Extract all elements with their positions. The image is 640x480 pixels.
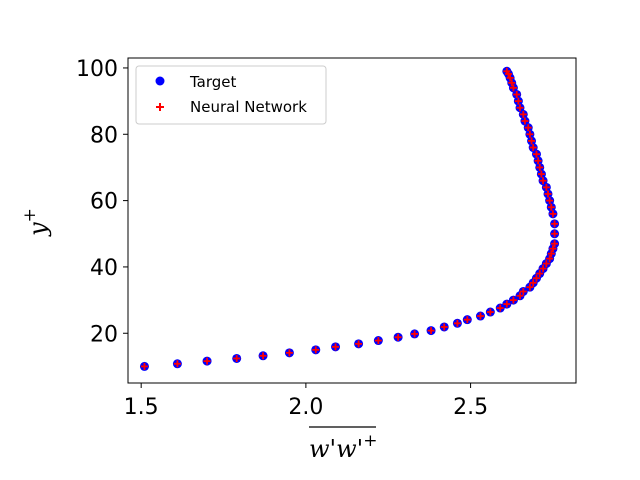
neural-network-point xyxy=(532,150,540,158)
neural-network-point xyxy=(549,245,557,253)
neural-network-point xyxy=(427,327,435,335)
neural-network-point xyxy=(519,287,527,295)
x-axis-label-text: w'w'+ xyxy=(309,431,378,463)
y-tick-label: 60 xyxy=(90,190,118,215)
axis-label-superscript: + xyxy=(363,431,377,451)
neural-network-point xyxy=(546,255,554,263)
y-tick-label: 80 xyxy=(90,123,118,148)
y-axis-ticks: 20 40 60 80 100 xyxy=(76,57,128,347)
neural-network-point xyxy=(355,340,363,348)
neural-network-point xyxy=(285,349,293,357)
neural-network-point xyxy=(544,190,552,198)
neural-network-point xyxy=(537,170,545,178)
neural-network-point xyxy=(524,124,532,132)
neural-network-point xyxy=(519,110,527,118)
neural-network-point xyxy=(551,220,559,228)
neural-network-point xyxy=(551,230,559,238)
neural-network-point xyxy=(374,337,382,345)
legend-label-target: Target xyxy=(189,73,237,91)
neural-network-point xyxy=(547,203,555,211)
neural-network-point xyxy=(514,97,522,105)
neural-network-point xyxy=(549,210,557,218)
neural-network-point xyxy=(534,157,542,165)
legend-marker-neural-network xyxy=(156,103,164,111)
neural-network-point xyxy=(312,346,320,354)
neural-network-point xyxy=(513,90,521,98)
neural-network-point xyxy=(503,67,511,75)
neural-network-point xyxy=(526,130,534,138)
neural-network-point xyxy=(516,292,524,300)
neural-network-point xyxy=(332,343,340,351)
plot-marks xyxy=(139,66,560,371)
x-tick-label: 2.0 xyxy=(288,395,323,420)
neural-network-point xyxy=(509,296,517,304)
neural-network-point xyxy=(140,362,148,370)
neural-network-point xyxy=(203,357,211,365)
neural-network-point xyxy=(440,323,448,331)
neural-network-point xyxy=(233,354,241,362)
neural-network-point xyxy=(486,308,494,316)
plot-frame xyxy=(127,57,577,384)
neural-network-point xyxy=(508,79,516,87)
neural-network-point xyxy=(536,163,544,171)
neural-network-point xyxy=(453,319,461,327)
legend: Target Neural Network xyxy=(135,65,327,125)
neural-network-point xyxy=(173,360,181,368)
x-tick-label: 1.5 xyxy=(124,395,159,420)
neural-network-point xyxy=(521,117,529,125)
y-axis-label: y+ xyxy=(20,208,52,237)
y-tick-label: 20 xyxy=(90,322,118,347)
neural-network-point xyxy=(259,352,267,360)
neural-network-point xyxy=(503,300,511,308)
neural-network-point xyxy=(476,312,484,320)
axis-label-superscript: + xyxy=(20,208,40,222)
axis-label-base: y xyxy=(24,222,52,237)
neural-network-point xyxy=(536,270,544,278)
y-tick-label: 100 xyxy=(76,57,118,82)
neural-network-point xyxy=(529,144,537,152)
neural-network-point xyxy=(526,283,534,291)
axis-label-base: w'w' xyxy=(309,435,363,463)
y-tick-label: 40 xyxy=(90,256,118,281)
neural-network-point xyxy=(506,74,514,82)
neural-network-point xyxy=(509,84,517,92)
neural-network-point xyxy=(539,265,547,273)
x-axis-label: w'w'+ xyxy=(309,426,378,463)
neural-network-point xyxy=(528,137,536,145)
x-tick-label: 2.5 xyxy=(453,395,488,420)
legend-box xyxy=(135,65,327,125)
neural-network-point xyxy=(496,304,504,312)
neural-network-point xyxy=(411,330,419,338)
x-axis-ticks: 1.5 2.0 2.5 xyxy=(124,383,488,420)
neural-network-point xyxy=(529,279,537,287)
neural-network-point xyxy=(532,274,540,282)
neural-network-point xyxy=(463,316,471,324)
neural-network-point xyxy=(539,177,547,185)
neural-network-point xyxy=(516,104,524,112)
neural-network-point xyxy=(551,240,559,248)
legend-marker-target xyxy=(155,76,165,86)
legend-label-neural-network: Neural Network xyxy=(190,98,307,116)
neural-network-point xyxy=(542,183,550,191)
neural-network-point xyxy=(546,197,554,205)
neural-network-point xyxy=(547,250,555,258)
neural-network-point xyxy=(542,260,550,268)
neural-network-point xyxy=(394,333,402,341)
